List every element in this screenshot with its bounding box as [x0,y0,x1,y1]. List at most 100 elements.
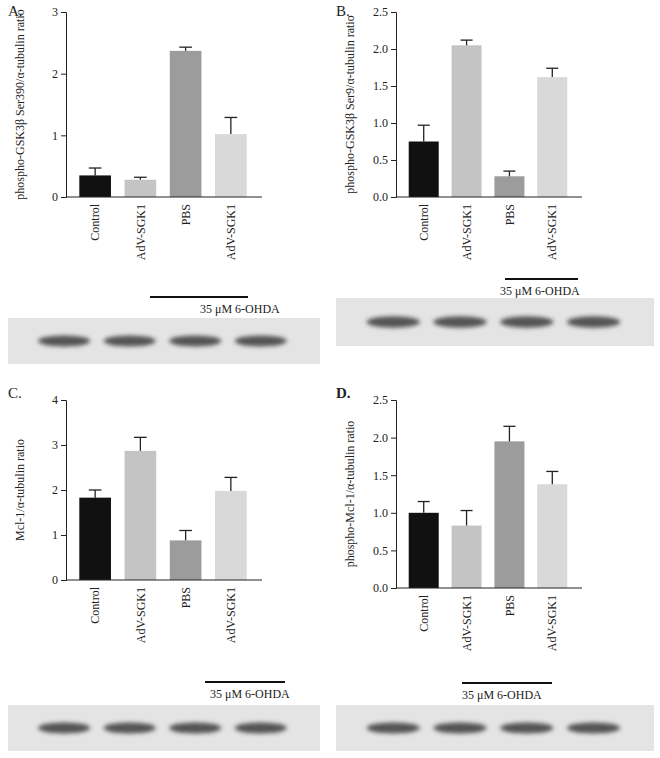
error-cap [503,426,515,427]
x-axis: ControlAdV-SGK1PBSAdV-SGK1 [396,197,582,260]
error-bar [418,502,430,513]
y-tick: 0.5 [373,544,396,558]
y-tick: 2.0 [373,431,396,445]
y-tick-mark [61,580,66,581]
x-axis: Control AdV-SGK1 PBS AdV-SGK1 [66,580,262,643]
y-axis: 0123 [52,5,67,204]
error-bar [134,177,147,179]
y-tick-mark [61,197,66,198]
bar [79,175,111,197]
error-bar [503,426,515,441]
x-tick: AdV-SGK1 [460,197,474,260]
y-tick-label: 1.5 [373,469,388,483]
x-tick: AdV-SGK1 [460,588,474,651]
y-tick-mark [391,513,396,514]
bar [452,45,482,197]
error-cap [134,437,147,438]
y-axis-line [61,13,67,198]
y-tick-mark [61,400,66,401]
error-stem [94,168,95,175]
y-tick: 2.5 [373,393,396,407]
bar [452,526,482,588]
error-bar [546,68,558,77]
x-tick: Control [88,580,102,624]
error-stem [423,125,424,141]
x-tick: PBS [179,580,193,608]
blot-image [8,705,320,751]
bar [409,513,439,588]
bar [494,441,524,588]
blot-image [336,298,654,346]
x-tick: AdV-SGK1 [134,197,148,260]
x-axis-line [66,580,262,581]
y-tick-label: 1 [52,528,58,542]
blot-band [433,722,486,733]
error-bar [134,437,147,451]
y-tick-mark [61,535,66,536]
y-axis-title: phospho-Mcl-1/α-tubulin ratio [343,421,357,568]
y-tick-mark [61,12,66,13]
x-tick: AdV-SGK1 [134,580,148,643]
x-tick: AdV-SGK1 [224,580,238,643]
panel: C.Mcl-1/α-tubulin ratio01234ControlAdV-S… [8,385,320,751]
error-stem [552,471,553,484]
error-bar [461,40,473,45]
annotation: 35 μM 6-OHDA [200,302,280,316]
y-axis-line [61,401,67,581]
y-tick-label: 2.5 [373,5,388,19]
y-tick-label: 0.0 [373,581,388,595]
panel: B.phospho-GSK3β Ser9/α-tubulin ratio0.00… [336,3,654,346]
x-tick-label: AdV-SGK1 [224,204,238,260]
x-tick: Control [88,197,102,241]
bar [215,491,247,580]
y-tick: 2.0 [373,42,396,56]
error-cap [546,68,558,69]
error-cap [418,501,430,502]
y-tick: 1.0 [373,116,396,130]
error-cap [461,510,473,511]
plot-area [79,47,246,197]
x-axis-line [66,197,262,198]
y-tick-mark [391,400,396,401]
error-stem [466,511,467,526]
error-cap [461,39,473,40]
x-tick-label: AdV-SGK1 [134,587,148,643]
blot-band [500,316,553,328]
y-axis-title: phospho-GSK3β Ser390/α-tubulin ratio [13,9,27,199]
y-axis-title: phospho-GSK3β Ser9/α-tubulin ratio [343,15,357,193]
blot-background [336,298,654,346]
panel: A.phospho-GSK3β Ser390/α-tubulin ratio01… [8,3,320,364]
y-tick-mark [391,438,396,439]
panel-label: D. [336,385,351,401]
blot-band [235,722,287,733]
error-cap [503,170,515,171]
x-axis-line [396,588,582,589]
y-tick-mark [391,123,396,124]
y-tick: 3 [52,438,66,452]
bar [79,498,111,580]
x-tick: Control [417,197,431,241]
bar [170,51,202,197]
blot-band [103,722,155,733]
error-stem [552,68,553,77]
y-axis-title: Mcl-1/α-tubulin ratio [13,439,27,541]
blot-background [8,705,320,751]
y-tick-mark [391,197,396,198]
error-bar [179,531,192,541]
x-axis: ControlAdV-SGK1PBSAdV-SGK1 [396,588,582,651]
y-tick: 1.0 [373,506,396,520]
y-tick: 4 [52,393,66,407]
blot-band [38,335,90,346]
y-tick-label: 2 [52,483,58,497]
x-tick-label: AdV-SGK1 [460,595,474,651]
error-cap [179,530,192,531]
y-tick: 2.5 [373,5,396,19]
error-bar [89,168,102,175]
y-axis: 01234 [52,393,67,587]
x-tick-label: PBS [503,204,517,225]
error-stem [185,531,186,541]
error-stem [230,477,231,491]
y-tick-label: 1.0 [373,506,388,520]
y-tick-label: 0.0 [373,190,388,204]
bar [409,142,439,198]
